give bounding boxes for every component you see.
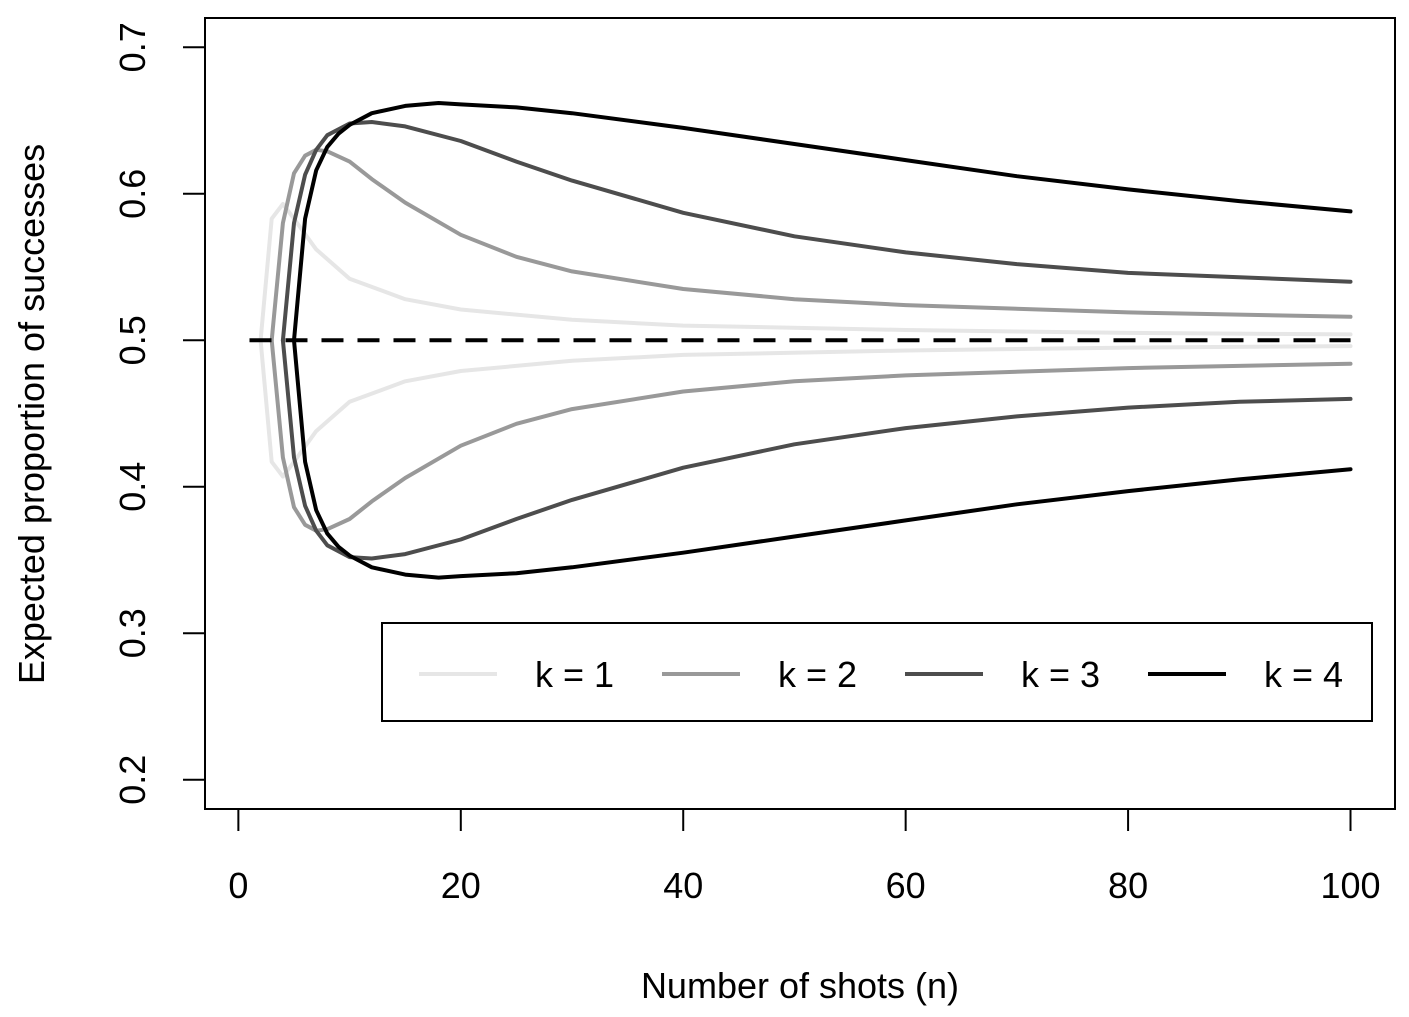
x-axis-title: Number of shots (n) [641,965,959,1006]
y-tick-label: 0.6 [112,169,153,219]
y-tick-label: 0.2 [112,755,153,805]
series-line-k3-lower [280,338,1353,561]
x-tick-label: 100 [1320,865,1380,906]
x-axis: 0 20 40 60 80 100 [228,809,1381,906]
x-tick-label: 20 [441,865,481,906]
series-line-k4-lower [292,338,1353,580]
legend-label: k = 1 [535,654,614,695]
plot-frame [204,17,1396,810]
y-tick-label: 0.5 [112,315,153,365]
series-line-k2-lower [269,338,1353,533]
legend: k = 1 k = 2 k = 3 k = 4 [381,622,1373,722]
y-tick-label: 0.3 [112,608,153,658]
series-line-k3-upper [280,120,1353,343]
series-line-k1-lower [258,338,1353,479]
y-tick-label: 0.7 [112,22,153,72]
series-layer [258,101,1353,580]
legend-label: k = 2 [778,654,857,695]
y-axis-title: Expected proportion of successes [11,144,52,684]
x-tick-label: 0 [228,865,248,906]
legend-label: k = 4 [1264,654,1343,695]
series-line-k2-upper [269,147,1353,343]
series-line-k4-upper [292,101,1353,343]
x-tick-label: 40 [663,865,703,906]
y-tick-label: 0.4 [112,462,153,512]
y-axis: 0.2 0.3 0.4 0.5 0.6 0.7 [112,22,205,805]
legend-label: k = 3 [1021,654,1100,695]
x-tick-label: 60 [886,865,926,906]
x-tick-label: 80 [1108,865,1148,906]
series-line-k1-upper [258,202,1353,343]
